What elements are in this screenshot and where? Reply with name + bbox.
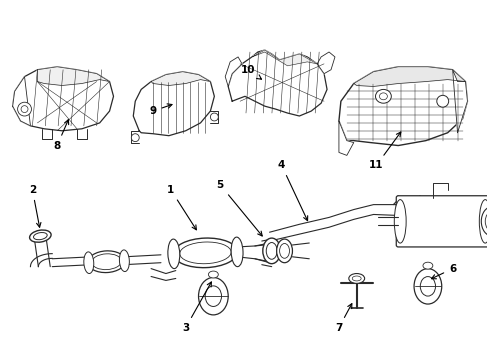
Ellipse shape — [205, 286, 221, 306]
Ellipse shape — [180, 242, 231, 264]
Polygon shape — [317, 52, 335, 74]
Polygon shape — [228, 50, 327, 116]
Ellipse shape — [198, 278, 228, 315]
Polygon shape — [354, 67, 465, 86]
Ellipse shape — [485, 212, 490, 231]
Polygon shape — [13, 67, 114, 131]
Ellipse shape — [231, 237, 243, 267]
Polygon shape — [339, 121, 354, 156]
Ellipse shape — [84, 252, 94, 274]
Ellipse shape — [394, 199, 406, 243]
Ellipse shape — [18, 102, 31, 116]
Ellipse shape — [33, 233, 47, 240]
Ellipse shape — [379, 93, 388, 100]
Text: 11: 11 — [369, 132, 401, 170]
Ellipse shape — [88, 251, 125, 273]
Ellipse shape — [414, 269, 442, 304]
Text: 7: 7 — [335, 303, 352, 333]
Polygon shape — [13, 77, 30, 126]
Ellipse shape — [131, 134, 139, 141]
Ellipse shape — [277, 239, 293, 263]
Text: 9: 9 — [149, 104, 172, 116]
Polygon shape — [225, 57, 242, 86]
Text: 3: 3 — [182, 282, 211, 333]
Ellipse shape — [92, 254, 122, 270]
Polygon shape — [133, 72, 214, 136]
Text: 5: 5 — [217, 180, 262, 236]
Ellipse shape — [266, 243, 277, 259]
Text: 8: 8 — [53, 120, 69, 150]
Ellipse shape — [423, 262, 433, 269]
Ellipse shape — [120, 250, 129, 271]
Ellipse shape — [375, 89, 392, 103]
FancyBboxPatch shape — [396, 196, 489, 247]
Text: 6: 6 — [432, 264, 456, 279]
Ellipse shape — [21, 106, 28, 113]
Ellipse shape — [208, 271, 219, 278]
Ellipse shape — [173, 238, 238, 267]
Ellipse shape — [437, 95, 449, 107]
Polygon shape — [151, 72, 210, 85]
Ellipse shape — [280, 243, 290, 258]
Ellipse shape — [481, 207, 490, 236]
Polygon shape — [252, 50, 317, 66]
Ellipse shape — [352, 276, 361, 281]
Polygon shape — [339, 67, 467, 145]
Polygon shape — [37, 67, 110, 85]
Text: 10: 10 — [241, 65, 262, 79]
Ellipse shape — [29, 230, 51, 242]
Text: 4: 4 — [278, 160, 308, 221]
Text: 2: 2 — [29, 185, 41, 227]
Ellipse shape — [420, 276, 436, 296]
Ellipse shape — [210, 113, 219, 121]
Text: 1: 1 — [167, 185, 196, 230]
Ellipse shape — [263, 238, 281, 264]
Ellipse shape — [479, 199, 490, 243]
Ellipse shape — [349, 274, 365, 283]
Ellipse shape — [168, 239, 180, 269]
Polygon shape — [453, 70, 467, 133]
